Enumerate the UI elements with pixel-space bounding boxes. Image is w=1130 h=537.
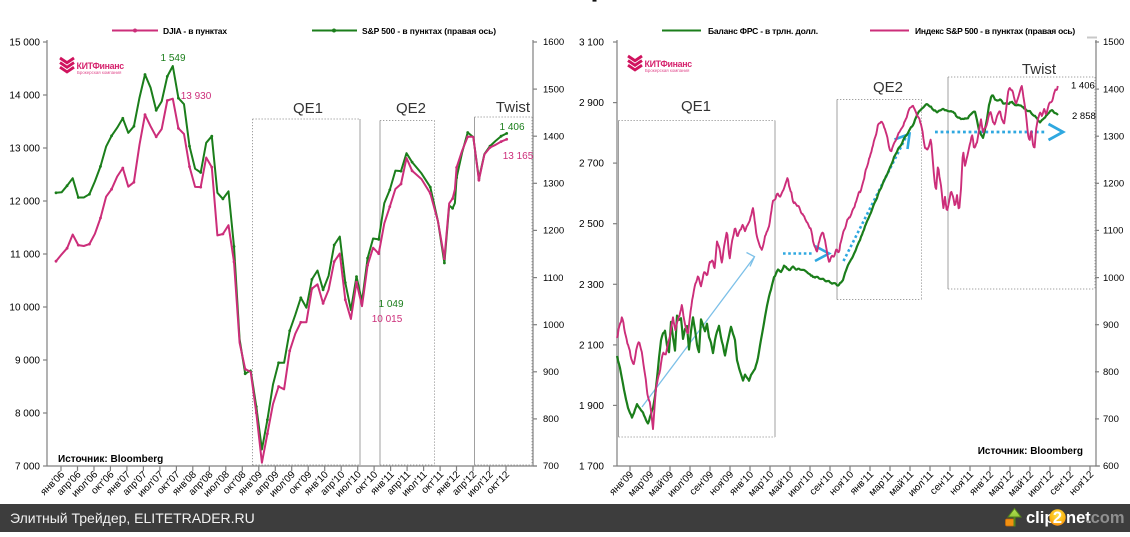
svg-text:Twist: Twist [1022,61,1057,78]
svg-text:8 000: 8 000 [15,409,40,420]
svg-text:800: 800 [543,414,559,425]
svg-text:13 000: 13 000 [9,144,40,155]
svg-text:2 700: 2 700 [579,159,604,170]
svg-text:1300: 1300 [543,179,564,190]
svg-text:QE1: QE1 [681,98,711,115]
svg-text:1100: 1100 [1103,226,1123,237]
svg-text:900: 900 [543,367,559,378]
svg-text:DJIA - в пунктах: DJIA - в пунктах [163,26,227,36]
svg-text:600: 600 [1103,461,1119,472]
svg-text:Источник: Bloomberg: Источник: Bloomberg [58,454,163,465]
svg-text:1 900: 1 900 [579,401,604,412]
svg-text:15 000: 15 000 [9,38,40,49]
svg-text:1400: 1400 [543,131,564,142]
svg-text:7 000: 7 000 [15,462,40,473]
svg-text:9 000: 9 000 [15,356,40,367]
svg-text:QE2: QE2 [873,79,903,96]
svg-text:900: 900 [1103,320,1119,331]
svg-text:11 000: 11 000 [10,250,40,261]
svg-text:S&P 500 - в пунктах (правая: S&P 500 - в пунктах (правая ось) [362,26,496,36]
svg-text:1 549: 1 549 [160,53,185,64]
svg-text:.com: .com [1086,509,1125,527]
svg-text:2 858: 2 858 [1072,111,1096,122]
svg-text:1000: 1000 [1103,273,1124,284]
svg-text:clip: clip [1026,509,1054,527]
svg-text:1 406: 1 406 [1071,81,1095,92]
svg-text:1200: 1200 [543,226,564,237]
svg-text:13 930: 13 930 [181,91,212,102]
svg-text:Элитный Трейдер, ELITETRADER.R: Элитный Трейдер, ELITETRADER.RU [10,510,255,526]
svg-text:Источник: Bloomberg: Источник: Bloomberg [978,446,1083,457]
svg-text:3 100: 3 100 [579,38,604,49]
svg-text:2 300: 2 300 [579,280,604,291]
svg-text:1 700: 1 700 [579,462,604,473]
svg-text:Индекс S&P 500 - в пунктах (: Индекс S&P 500 - в пунктах (правая ось) [915,26,1075,36]
svg-text:2: 2 [1053,509,1062,527]
svg-text:1 406: 1 406 [499,122,524,133]
svg-text:700: 700 [543,461,559,472]
svg-text:QE1: QE1 [293,100,323,117]
svg-text:Брокерская компания: Брокерская компания [645,68,690,73]
svg-text:800: 800 [1103,367,1119,378]
svg-text:1300: 1300 [1103,131,1124,142]
svg-text:net: net [1066,509,1091,527]
svg-text:Брокерская компания: Брокерская компания [77,70,122,75]
svg-text:14 000: 14 000 [9,91,40,102]
svg-text:КИТФинанс: КИТФинанс [645,59,693,69]
svg-text:1500: 1500 [543,84,564,95]
svg-text:Баланс ФРС - в трлн. долл.: Баланс ФРС - в трлн. долл. [708,26,818,36]
svg-text:700: 700 [1103,414,1119,425]
svg-text:10 015: 10 015 [372,314,403,325]
svg-text:10 000: 10 000 [9,303,40,314]
svg-text:1600: 1600 [543,37,564,48]
svg-text:2 900: 2 900 [579,98,604,109]
svg-text:2 500: 2 500 [579,219,604,230]
svg-text:1 049: 1 049 [378,299,403,310]
svg-text:1000: 1000 [543,320,564,331]
svg-text:2 100: 2 100 [579,340,604,351]
svg-text:1500: 1500 [1103,37,1124,48]
svg-text:13 165: 13 165 [503,151,534,162]
svg-text:КИТФинанс: КИТФинанс [77,61,125,71]
svg-text:Twist: Twist [496,99,531,116]
svg-text:1200: 1200 [1103,179,1124,190]
svg-text:1100: 1100 [543,273,563,284]
svg-text:1400: 1400 [1103,84,1124,95]
svg-text:QE2: QE2 [396,100,426,117]
svg-text:12 000: 12 000 [9,197,40,208]
